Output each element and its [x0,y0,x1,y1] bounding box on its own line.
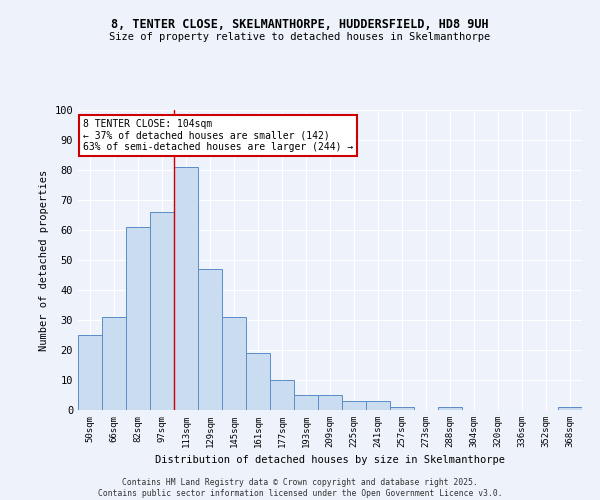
Bar [174,167,198,410]
Text: Size of property relative to detached houses in Skelmanthorpe: Size of property relative to detached ho… [109,32,491,42]
Bar [342,401,366,410]
Bar [102,317,126,410]
Text: Contains HM Land Registry data © Crown copyright and database right 2025.
Contai: Contains HM Land Registry data © Crown c… [98,478,502,498]
Text: 8 TENTER CLOSE: 104sqm
← 37% of detached houses are smaller (142)
63% of semi-de: 8 TENTER CLOSE: 104sqm ← 37% of detached… [83,119,353,152]
Text: 8, TENTER CLOSE, SKELMANTHORPE, HUDDERSFIELD, HD8 9UH: 8, TENTER CLOSE, SKELMANTHORPE, HUDDERSF… [111,18,489,30]
Bar [294,395,318,410]
Bar [78,335,102,410]
Bar [366,401,390,410]
Y-axis label: Number of detached properties: Number of detached properties [39,170,49,350]
Bar [150,212,174,410]
Bar [318,395,342,410]
Bar [270,380,294,410]
Bar [126,227,150,410]
Bar [558,407,582,410]
Bar [390,407,414,410]
Bar [198,269,222,410]
Bar [438,407,462,410]
Bar [246,353,270,410]
Bar [222,317,246,410]
X-axis label: Distribution of detached houses by size in Skelmanthorpe: Distribution of detached houses by size … [155,456,505,466]
